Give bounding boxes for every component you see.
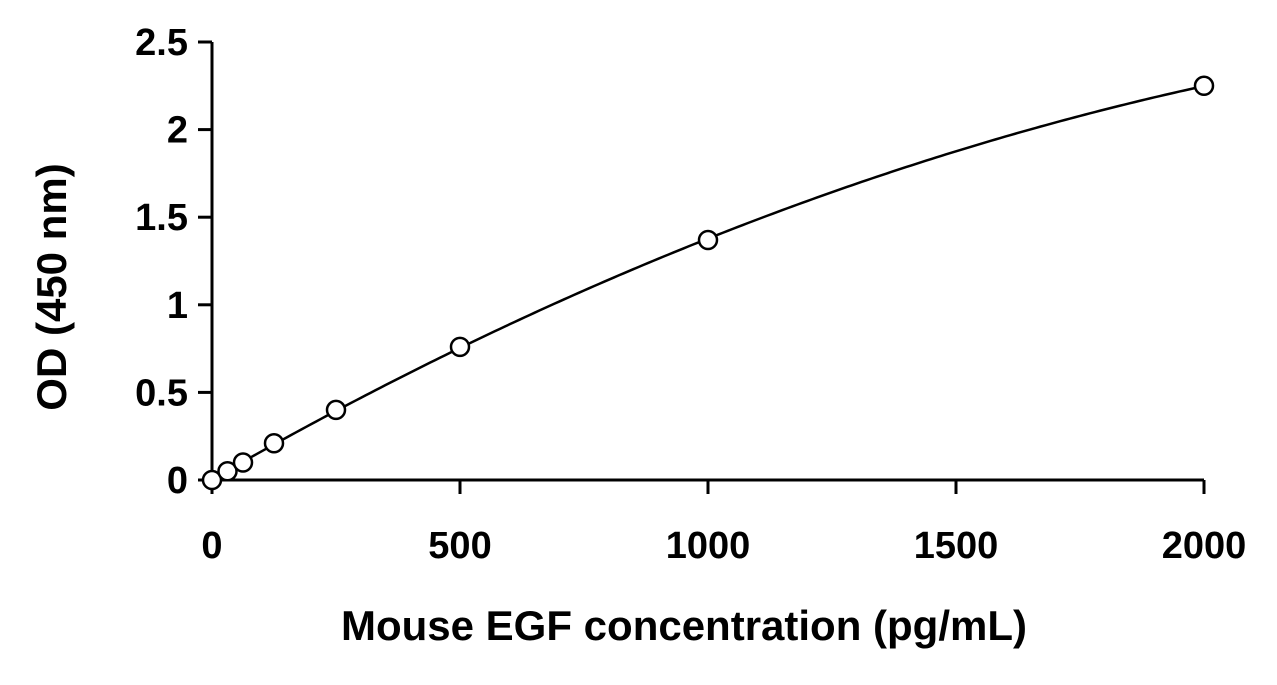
x-axis-title: Mouse EGF concentration (pg/mL) <box>341 602 1027 649</box>
data-point <box>217 460 238 482</box>
x-tick-label: 0 <box>201 525 222 567</box>
y-tick-label: 1.5 <box>135 197 188 239</box>
data-point <box>232 452 254 473</box>
fit-curve <box>211 84 1205 481</box>
y-tick-label: 0 <box>167 460 188 502</box>
x-tick-label: 500 <box>428 525 491 567</box>
y-tick-label: 0.5 <box>135 372 188 414</box>
data-point <box>325 399 347 421</box>
y-tick-label: 2 <box>167 110 188 152</box>
y-tick-label: 1 <box>167 285 188 327</box>
y-tick-label: 2.5 <box>135 22 188 64</box>
data-point <box>201 469 223 491</box>
data-points <box>201 75 1215 491</box>
data-point <box>1193 75 1215 97</box>
y-axis-title: OD (450 nm) <box>28 163 75 410</box>
data-point <box>449 336 471 358</box>
x-tick-label: 2000 <box>1162 525 1247 567</box>
x-axis-ticks: 0 500 1000 1500 2000 <box>201 480 1246 567</box>
x-tick-label: 1000 <box>666 525 751 567</box>
x-tick-label: 1500 <box>914 525 999 567</box>
data-point <box>263 432 285 454</box>
axes <box>210 42 1204 482</box>
y-axis-ticks: 0 0.5 1 1.5 2 2.5 <box>135 22 212 502</box>
data-point <box>697 229 719 251</box>
